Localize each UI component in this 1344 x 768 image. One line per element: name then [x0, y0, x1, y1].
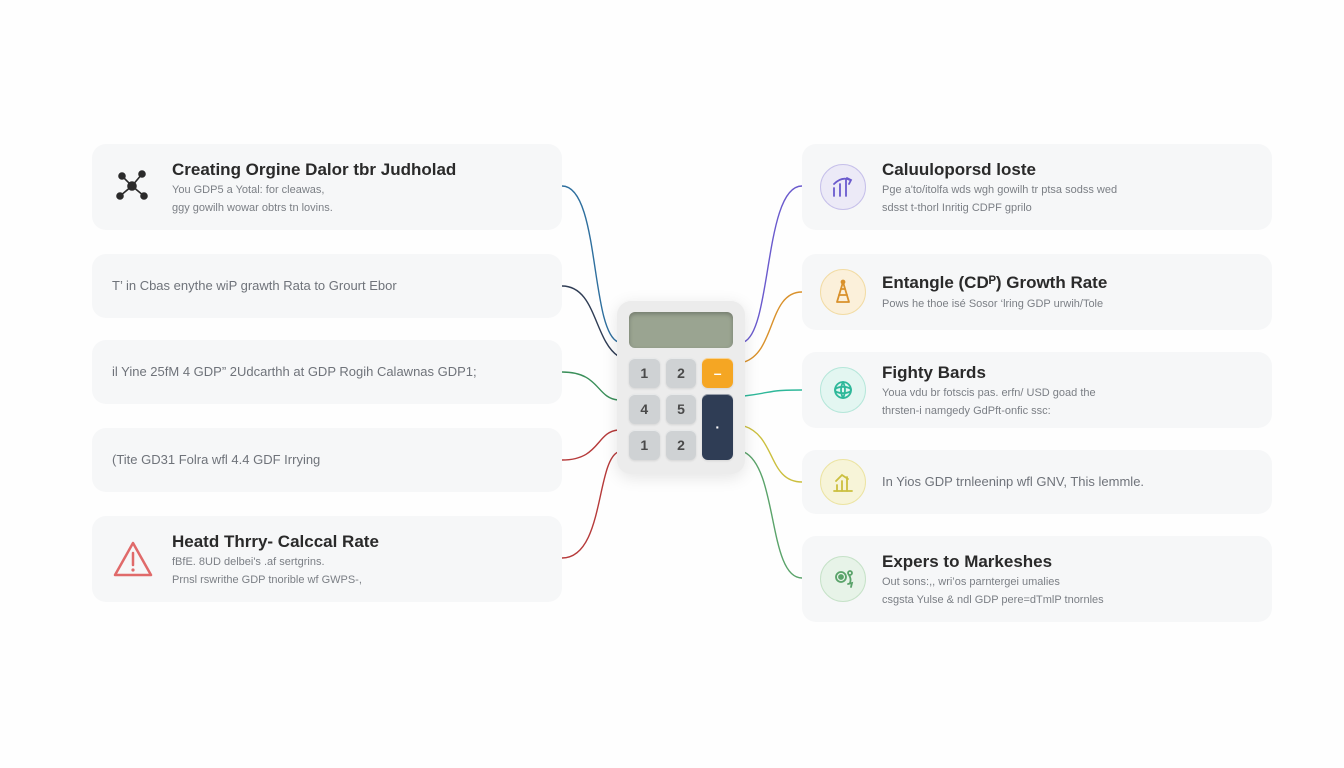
card-body: Fighty Bards Youa vdu br fotscis pas. er… — [882, 362, 1096, 419]
card-sub-1: Pge a'to/itolfa wds wgh gowilh tr ptsa s… — [882, 183, 1117, 198]
card-body: Caluuloporsd loste Pge a'to/itolfa wds w… — [882, 159, 1117, 216]
warning-triangle-icon — [110, 536, 156, 582]
globe-cycle-icon — [820, 367, 866, 413]
card-title: Heatd Thrry- Calccal Rate — [172, 531, 379, 552]
card-text: il Yine 25fM 4 GDP” 2Udcarthh at GDP Rog… — [112, 363, 477, 381]
card-left-5: Heatd Thrry- Calccal Rate fBfE. 8UD delb… — [92, 516, 562, 602]
card-left-1: Creating Orgine Dalor tbr Judholad You G… — [92, 144, 562, 230]
calculator-screen — [629, 312, 733, 348]
card-right-2: Entangle (CDᴾ) Growth Rate Pows he thoe … — [802, 254, 1272, 330]
network-nodes-icon — [110, 164, 156, 210]
card-sub-2: csgsta Yulse & ndl GDP pere=dTmlP tnornl… — [882, 593, 1104, 608]
growth-chart-icon — [820, 164, 866, 210]
card-sub-1: Out sons:,, wri’os parntergei umalies — [882, 575, 1104, 590]
calc-key-minus[interactable]: – — [702, 358, 733, 388]
card-title: Entangle (CDᴾ) Growth Rate — [882, 272, 1107, 293]
card-left-2: T’ in Cbas enythe wiP grawth Rata to Gro… — [92, 254, 562, 318]
calc-key-5[interactable]: 5 — [666, 394, 697, 424]
card-right-3: Fighty Bards Youa vdu br fotscis pas. er… — [802, 352, 1272, 428]
card-title: Fighty Bards — [882, 362, 1096, 383]
calculator-keypad: 1 2 – 4 5 · 1 2 — [629, 358, 733, 460]
card-sub-2: Prnsl rswrithe GDP tnorible wf GWPS-, — [172, 573, 379, 588]
calculator: 1 2 – 4 5 · 1 2 — [617, 300, 745, 474]
card-right-5: Expers to Markeshes Out sons:,, wri’os p… — [802, 536, 1272, 622]
card-body: Entangle (CDᴾ) Growth Rate Pows he thoe … — [882, 272, 1107, 311]
card-text: T’ in Cbas enythe wiP grawth Rata to Gro… — [112, 277, 397, 295]
card-title: Expers to Markeshes — [882, 551, 1104, 572]
card-right-4: In Yios GDP trnleeninp wfl GNV, This lem… — [802, 450, 1272, 514]
card-body: Expers to Markeshes Out sons:,, wri’os p… — [882, 551, 1104, 608]
card-left-3: il Yine 25fM 4 GDP” 2Udcarthh at GDP Rog… — [92, 340, 562, 404]
infographic-stage: Creating Orgine Dalor tbr Judholad You G… — [0, 0, 1344, 768]
card-title: Caluuloporsd loste — [882, 159, 1117, 180]
card-body: Heatd Thrry- Calccal Rate fBfE. 8UD delb… — [172, 531, 379, 588]
card-text: In Yios GDP trnleeninp wfl GNV, This lem… — [882, 473, 1254, 491]
calc-key-2b[interactable]: 2 — [666, 430, 697, 460]
card-body: Creating Orgine Dalor tbr Judholad You G… — [172, 159, 456, 216]
calc-key-2[interactable]: 2 — [666, 358, 697, 388]
card-sub-1: Youa vdu br fotscis pas. erfn/ USD goad … — [882, 386, 1096, 401]
card-title: Creating Orgine Dalor tbr Judholad — [172, 159, 456, 180]
calc-key-dot[interactable]: · — [702, 394, 733, 460]
calc-key-4[interactable]: 4 — [629, 394, 660, 424]
gear-cycle-icon — [820, 556, 866, 602]
card-sub-2: thrsten-i namgedy GdPft-onfic ssc: — [882, 404, 1096, 419]
card-sub-1: Pows he thoe isé Sosor ‘lring GDP urwih/… — [882, 297, 1107, 312]
calc-key-1[interactable]: 1 — [629, 358, 660, 388]
card-sub-1: fBfE. 8UD delbei's .af sertgrins. — [172, 555, 379, 570]
card-right-1: Caluuloporsd loste Pge a'to/itolfa wds w… — [802, 144, 1272, 230]
oil-rig-icon — [820, 269, 866, 315]
card-text: (Tite GD31 Folra wfl 4.4 GDF Irrying — [112, 451, 320, 469]
card-left-4: (Tite GD31 Folra wfl 4.4 GDF Irrying — [92, 428, 562, 492]
card-sub-2: ggy gowilh wowar obtrs tn lovins. — [172, 201, 456, 216]
calc-key-1b[interactable]: 1 — [629, 430, 660, 460]
card-sub-1: You GDP5 a Yotal: for cleawas, — [172, 183, 456, 198]
card-sub-2: sdsst t-thorl Inritig CDPF gprilo — [882, 201, 1117, 216]
bar-up-icon — [820, 459, 866, 505]
